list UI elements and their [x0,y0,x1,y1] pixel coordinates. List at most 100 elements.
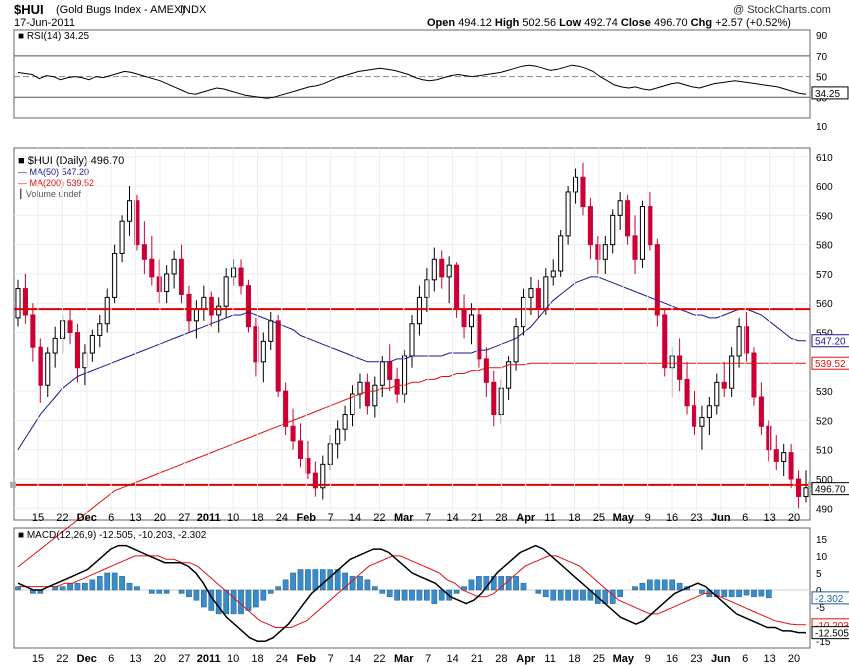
candle-body [662,314,668,369]
candle-body [372,384,378,407]
macd-histogram-bar [565,589,571,601]
x-tick-label-price: 14 [446,512,458,524]
macd-histogram-bar [498,576,505,591]
candle-body [714,381,720,407]
x-tick-label-price: 18 [251,512,263,524]
macd-histogram-bar [401,589,408,601]
candle-body [260,340,266,363]
macd-histogram-bar [267,589,274,594]
x-tick-label-price: 20 [788,512,800,524]
macd-histogram-bar [371,586,378,591]
candle-body [454,264,460,310]
candle-body [156,276,162,293]
x-tick-label-macd: 28 [495,653,507,665]
candle-body [171,258,177,275]
macd-tick-label: -15 [816,637,831,648]
macd-histogram-bar [186,589,192,598]
candle-body [52,337,58,354]
price-tick-label: 550 [816,329,833,340]
candle-body [238,267,244,287]
x-tick-label-macd: 13 [129,653,141,665]
candle-body [342,414,348,430]
x-tick-label-macd: 10 [227,653,239,665]
candle-body [632,235,638,260]
candle-body [149,258,155,278]
macd-histogram-bar [751,589,757,598]
macd-histogram-bar [312,569,319,591]
price-tick-label: 600 [816,182,833,193]
macd-histogram-bar [721,589,728,598]
macd-histogram-bar [520,582,527,591]
macd-histogram-bar [572,589,579,601]
macd-histogram-bar [364,579,371,591]
macd-histogram-bar [275,586,282,591]
candle-body [134,200,140,246]
x-tick-label-macd: 7 [328,653,334,665]
macd-histogram-bar [661,579,668,591]
candle-body [729,355,735,389]
macd-histogram-bar [253,589,259,608]
macd-histogram-bar [386,589,393,598]
price-legend-ma50: — MA(50) 547.20 [18,167,89,177]
candle-body [773,449,779,462]
candle-body [164,273,170,293]
candle-body [647,206,653,246]
macd-histogram-bar [230,589,237,615]
candle-body [201,296,207,310]
price-tick-label: 500 [816,475,833,486]
x-tick-label-macd: 20 [154,653,166,665]
macd-histogram-bar [245,589,252,611]
candle-body [119,220,125,254]
close-current-label: 496.70 [815,485,846,496]
right-marker [808,481,814,488]
macd-histogram-bar [669,579,676,591]
candle-body [788,452,794,480]
macd-histogram-bar [319,569,326,591]
candle-body [208,296,214,316]
candle-body [15,288,21,319]
x-tick-label-macd: 6 [108,653,114,665]
ticker-symbol: $HUI [14,2,44,17]
candle-body [283,390,289,427]
candle-body [535,288,541,310]
candle-body [364,381,370,407]
x-tick-label-price: 7 [328,512,334,524]
macd-histogram-bar [699,589,705,594]
x-tick-label-macd: Mar [394,653,414,665]
candle-body [587,206,593,246]
macd-histogram-bar [223,589,230,615]
x-tick-label-price: 7 [425,512,431,524]
macd-current-label-box [811,626,849,640]
ma200-current-label: 539.52 [815,359,846,370]
candle-body [565,191,571,237]
candle-body [37,346,43,386]
x-tick-label-price: 23 [690,512,702,524]
macd-histogram-bar [468,579,475,591]
macd-tick-label: -5 [816,603,825,614]
macd-histogram-bar [550,589,557,601]
candle-body [439,258,445,278]
macd-histogram-bar [409,589,415,601]
rsi-legend: ■ RSI(14) 34.25 [18,31,90,42]
candle-body [610,214,616,246]
x-tick-label-price: 27 [178,512,190,524]
candle-body [141,244,147,260]
price-tick-label: 520 [816,416,833,427]
candle-body [513,326,519,363]
macd-histogram-bar [200,589,207,608]
macd-histogram-bar [282,579,289,591]
macd-histogram-bar [156,589,163,594]
macd-histogram-bar [290,572,296,591]
candle-body [22,288,28,316]
price-tick-label: 610 [816,153,833,164]
macd-histogram-bar [394,589,400,601]
x-tick-label-price: 21 [471,512,483,524]
candle-body [67,320,73,334]
x-tick-label-price: 22 [56,512,68,524]
candle-body [97,323,103,336]
x-tick-label-macd: 13 [763,653,775,665]
candle-body [468,314,475,328]
candle-body [112,252,118,298]
candle-body [699,416,705,427]
